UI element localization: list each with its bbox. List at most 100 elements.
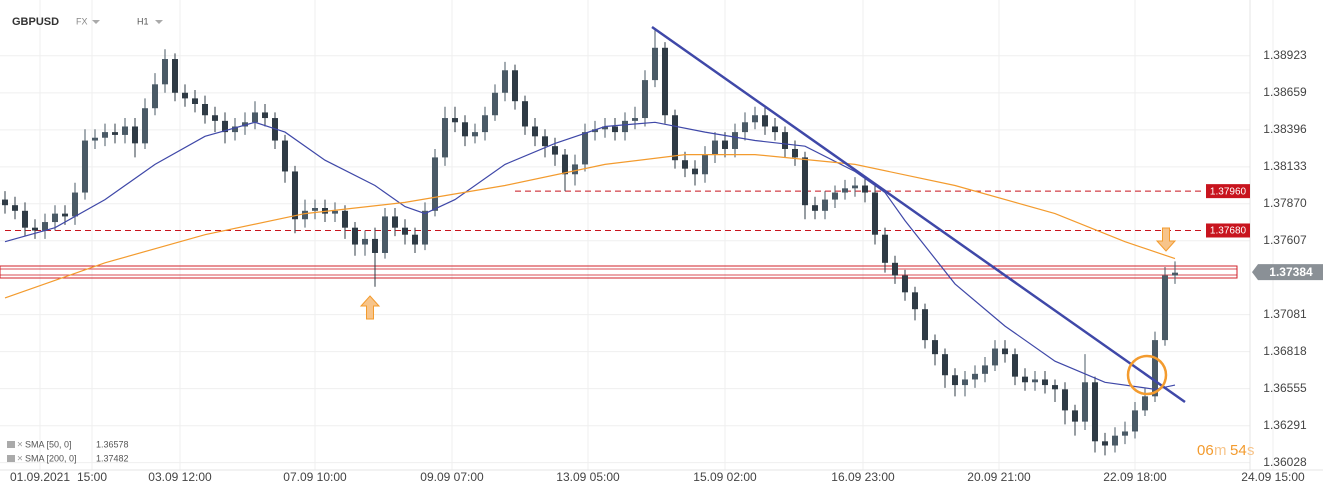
candle-body xyxy=(682,160,688,169)
candle-body xyxy=(372,238,378,253)
candle-body xyxy=(212,115,218,121)
candle-body xyxy=(872,192,878,235)
candle-body xyxy=(572,164,578,175)
x-tick-label: 16.09 23:00 xyxy=(831,470,895,484)
candle-body xyxy=(792,148,798,158)
candle-body xyxy=(232,126,238,133)
candle-body xyxy=(512,70,518,102)
x-tick-label: 01.09.2021 xyxy=(10,470,70,484)
y-tick-label: 1.36818 xyxy=(1263,344,1307,358)
candle-body xyxy=(1102,441,1108,446)
legend-value: 1.36578 xyxy=(96,439,129,449)
candle-body xyxy=(1012,354,1018,377)
candle-body xyxy=(132,126,138,144)
candle-body xyxy=(832,192,838,200)
candle-body xyxy=(32,227,38,231)
x-tick-label: 15:00 xyxy=(77,470,107,484)
support-zone-inner xyxy=(0,268,1238,276)
candle-body xyxy=(1122,431,1128,436)
arrow-up xyxy=(359,295,381,320)
arrow-down xyxy=(1155,227,1177,252)
candle-body xyxy=(42,222,48,231)
x-tick-label: 09.09 07:00 xyxy=(420,470,484,484)
y-tick-label: 1.37870 xyxy=(1263,196,1307,210)
candle-body xyxy=(142,108,148,144)
countdown-unit: m xyxy=(1214,442,1227,459)
candle-body xyxy=(712,140,718,155)
candle-body xyxy=(332,210,338,214)
candle-body xyxy=(82,140,88,193)
dropdown-icon[interactable] xyxy=(155,20,163,24)
candle-body xyxy=(402,227,408,235)
candle-body xyxy=(422,210,428,245)
interval[interactable]: H1 xyxy=(137,16,149,26)
candle-body xyxy=(592,129,598,133)
candle-body xyxy=(732,132,738,149)
candle-body xyxy=(1082,382,1088,422)
candle-body xyxy=(202,104,208,116)
dropdown-icon[interactable] xyxy=(92,20,100,24)
candle-body xyxy=(582,132,588,165)
highlight-circle xyxy=(1126,354,1168,396)
candle-body xyxy=(562,154,568,175)
candle-body xyxy=(912,292,918,310)
candle-body xyxy=(302,210,308,220)
candle-body xyxy=(12,205,18,211)
x-tick-label: 22.09 18:00 xyxy=(1103,470,1167,484)
level-label-box xyxy=(1206,184,1250,199)
y-tick-label: 1.36555 xyxy=(1263,381,1307,395)
candle-body xyxy=(1172,272,1178,276)
current-price-box xyxy=(1252,264,1323,281)
legend-name: SMA [50, 0] xyxy=(25,439,72,449)
candle-body xyxy=(652,47,658,81)
candle-body xyxy=(722,140,728,149)
countdown-minutes: 06 xyxy=(1197,442,1214,459)
trend-line xyxy=(651,25,1186,404)
candle-body xyxy=(22,210,28,228)
candle-body xyxy=(492,92,498,116)
candle-body xyxy=(92,137,98,141)
y-tick-label: 1.37081 xyxy=(1263,307,1307,321)
candle-body xyxy=(752,115,758,123)
candle-body xyxy=(602,126,608,130)
candle-body xyxy=(52,213,58,223)
candle-body xyxy=(672,115,678,161)
candle-body xyxy=(472,132,478,137)
candle-body xyxy=(552,146,558,155)
candle-body xyxy=(342,210,348,228)
candle-body xyxy=(252,112,258,123)
candle-body xyxy=(1132,410,1138,432)
legend: × SMA [50, 0] 1.36578 × SMA [200, 0] 1.37482 xyxy=(7,439,129,465)
candle-body xyxy=(1112,435,1118,446)
candle-body xyxy=(292,171,298,220)
candle-body xyxy=(762,115,768,127)
current-price-label: 1.37384 xyxy=(1269,265,1313,279)
candle-body xyxy=(622,120,628,133)
level-label: 1.37680 xyxy=(1210,226,1247,237)
candle-body xyxy=(72,192,78,217)
y-tick-label: 1.36291 xyxy=(1263,418,1307,432)
candle-body xyxy=(392,216,398,228)
candle-body xyxy=(972,373,978,380)
candle-body xyxy=(382,216,388,253)
candle-body xyxy=(1062,389,1068,411)
candle-body xyxy=(2,199,8,206)
level-label: 1.37960 xyxy=(1210,186,1247,197)
candle-body xyxy=(1002,348,1008,355)
candle-body xyxy=(692,168,698,175)
candle-body xyxy=(282,140,288,172)
candle-body xyxy=(882,234,888,263)
candle-body xyxy=(862,185,868,193)
sma-line xyxy=(4,121,1176,390)
y-tick-label: 1.38923 xyxy=(1263,48,1307,62)
candle-body xyxy=(702,154,708,175)
candle-body xyxy=(522,101,528,127)
countdown-unit: s xyxy=(1247,442,1255,459)
candle-body xyxy=(182,92,188,99)
symbol[interactable]: GBPUSD xyxy=(12,16,59,28)
y-tick-label: 1.36028 xyxy=(1263,455,1307,469)
candle-body xyxy=(772,126,778,133)
grid xyxy=(0,0,1274,470)
candle-body xyxy=(112,132,118,135)
candle-body xyxy=(102,132,108,138)
